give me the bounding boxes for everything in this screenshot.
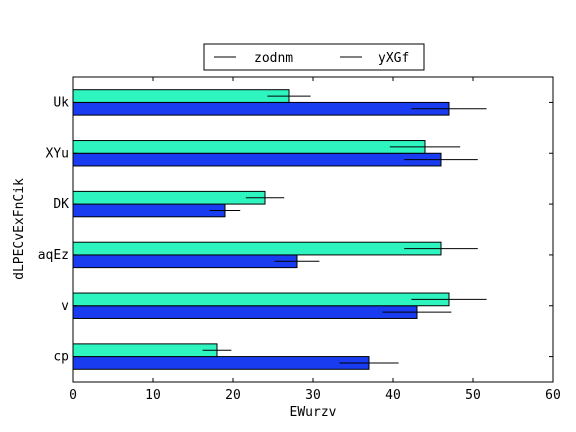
legend-label-yxgf: yXGf [378, 51, 409, 66]
y-tick-label-xyu: XYu [46, 146, 69, 161]
y-axis-label: dLPECvExFnCik [12, 178, 27, 280]
bars-layer [72, 89, 450, 370]
error-bars-layer [202, 95, 487, 364]
plot-frame [72, 76, 554, 383]
y-tick-label-v: v [61, 299, 69, 314]
y-tick-label-aqez: aqEz [38, 248, 69, 263]
x-tick-label-20: 20 [225, 388, 241, 403]
y-tick-label-dk: DK [53, 197, 69, 212]
bar-zodnm-cp [72, 356, 370, 370]
bar-zodnm-dk [72, 203, 226, 218]
x-tick-label-0: 0 [69, 388, 77, 403]
legend-label-zodnm: zodnm [254, 51, 293, 66]
x-axis-label: EWurzv [290, 405, 337, 420]
bar-zodnm-uk [72, 101, 450, 116]
bar-zodnm-aqez [72, 254, 298, 269]
x-tick-label-60: 60 [545, 388, 561, 403]
legend: zodnm yXGf [203, 43, 425, 71]
bar-yxgf-xyu [72, 140, 426, 154]
bar-yxgf-cp [72, 343, 218, 358]
bar-yxgf-uk [72, 89, 290, 103]
bar-zodnm-v [72, 305, 418, 319]
y-tick-label-uk: Uk [53, 95, 69, 110]
bar-yxgf-v [72, 292, 450, 307]
x-tick-label-10: 10 [145, 388, 161, 403]
bar-yxgf-dk [72, 190, 266, 205]
bar-zodnm-xyu [72, 152, 442, 167]
x-tick-label-50: 50 [465, 388, 481, 403]
ticks-layer: cp v aqEz DK XYu Uk 0 10 20 30 40 50 60 [38, 77, 561, 403]
bar-yxgf-aqez [72, 241, 442, 256]
x-tick-label-40: 40 [385, 388, 401, 403]
x-tick-label-30: 30 [305, 388, 321, 403]
y-tick-label-cp: cp [53, 350, 69, 365]
legend-box [203, 43, 425, 71]
